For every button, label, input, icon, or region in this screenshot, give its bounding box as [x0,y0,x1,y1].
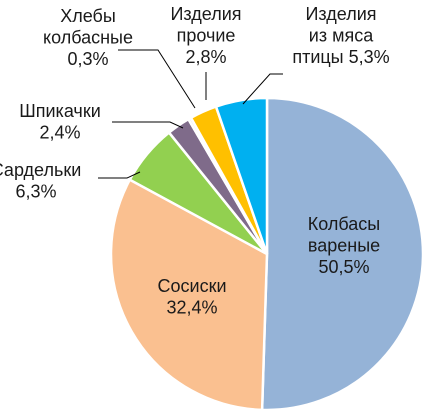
slice-label-line: прочие [177,26,236,46]
slice-label-line: 50,5% [318,257,369,277]
slice-label-line: Шпикачки [19,101,101,121]
slice-label-line: 2,8% [185,47,226,67]
leader-line-4 [118,49,196,109]
slice-label-line: Изделия [305,4,376,24]
slice-label-line: 0,3% [67,49,108,69]
slice-label-5: Изделия прочие 2,8% [170,4,241,67]
slice-label-1: Сосиски 32,4% [158,276,227,318]
slice-label-line: из мяса [309,26,374,46]
slice-label-line: 6,3% [15,182,56,202]
slice-label-3: Шпикачки 2,4% [19,101,101,143]
slice-label-2: Сардельки6,3% [0,160,81,202]
leader-line-6 [242,73,283,105]
leader-line-3 [112,121,184,129]
leader-line-2 [98,171,141,179]
slice-label-line: 32,4% [166,298,217,318]
slice-label-line: птицы 5,3% [292,47,389,67]
slice-label-6: Изделия из мяса птицы 5,3% [292,4,389,67]
pie-slice-1 [109,178,269,412]
slice-label-line: колбасные [43,28,133,48]
slice-label-line: 2,4% [39,123,80,143]
slice-label-line: Изделия [170,4,241,24]
pie-slice-0 [260,96,425,412]
leader-lines [98,49,283,179]
slice-label-line: Сардельки [0,160,81,180]
pie-slices [109,96,425,412]
slice-label-0: Колбасы вареные 50,5% [308,214,380,277]
slice-label-line: Колбасы [308,214,380,234]
pie-slice-6 [214,96,269,255]
slice-label-line: Хлебы [60,6,116,26]
slice-label-4: Хлебы колбасные 0,3% [43,6,133,69]
slice-label-line: вареные [308,236,380,256]
slice-label-line: Сосиски [158,276,227,296]
